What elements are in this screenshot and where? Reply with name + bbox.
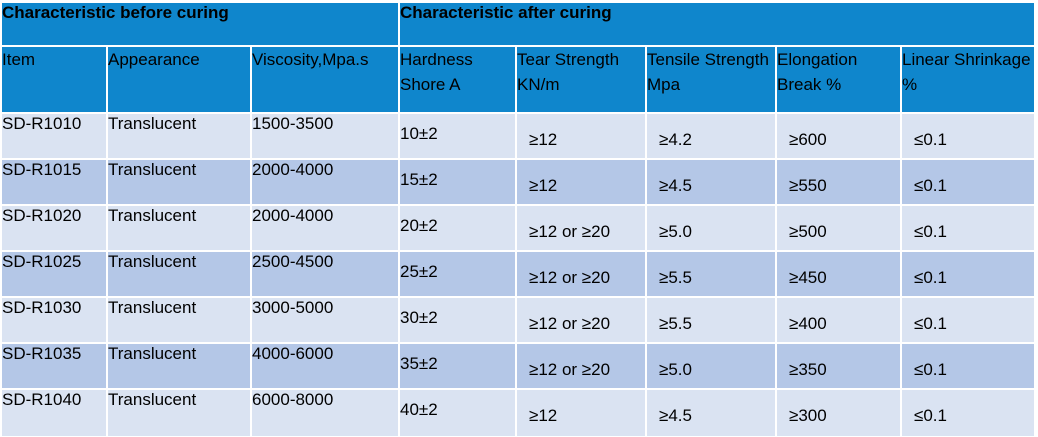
cell-linear-shrinkage: ≤0.1 (902, 344, 1034, 390)
column-header-appearance: Appearance (108, 47, 252, 114)
cell-hardness: 40±2 (400, 390, 517, 436)
cell-item: SD-R1030 (2, 298, 108, 344)
cell-tensile-strength: ≥5.5 (647, 298, 777, 344)
cell-viscosity: 2000-4000 (252, 160, 400, 206)
cell-linear-shrinkage: ≤0.1 (902, 298, 1034, 344)
cell-item: SD-R1015 (2, 160, 108, 206)
column-header-linear-shrinkage: Linear Shrinkage % (902, 47, 1034, 114)
cell-appearance: Translucent (108, 390, 252, 436)
cell-tensile-strength: ≥5.0 (647, 344, 777, 390)
column-header-viscosity: Viscosity,Mpa.s (252, 47, 400, 114)
column-header-item: Item (2, 47, 108, 114)
table-row: SD-R1040 Translucent 6000-8000 40±2 ≥12 … (2, 390, 1034, 436)
cell-tensile-strength: ≥4.5 (647, 160, 777, 206)
group-header-row: Characteristic before curing Characteris… (2, 3, 1034, 47)
cell-item: SD-R1040 (2, 390, 108, 436)
cell-tear-strength: ≥12 or ≥20 (517, 206, 647, 252)
cell-viscosity: 4000-6000 (252, 344, 400, 390)
group-header-after-curing: Characteristic after curing (400, 3, 1034, 47)
cell-elongation: ≥500 (777, 206, 902, 252)
table-row: SD-R1035 Translucent 4000-6000 35±2 ≥12 … (2, 344, 1034, 390)
spec-table: Characteristic before curing Characteris… (2, 3, 1034, 436)
cell-tear-strength: ≥12 (517, 390, 647, 436)
cell-tear-strength: ≥12 (517, 160, 647, 206)
cell-item: SD-R1010 (2, 114, 108, 160)
cell-tensile-strength: ≥5.0 (647, 206, 777, 252)
cell-hardness: 25±2 (400, 252, 517, 298)
cell-hardness: 35±2 (400, 344, 517, 390)
cell-elongation: ≥300 (777, 390, 902, 436)
column-header-tear-strength: Tear Strength KN/m (517, 47, 647, 114)
cell-viscosity: 2000-4000 (252, 206, 400, 252)
cell-linear-shrinkage: ≤0.1 (902, 206, 1034, 252)
cell-hardness: 10±2 (400, 114, 517, 160)
cell-appearance: Translucent (108, 344, 252, 390)
cell-hardness: 30±2 (400, 298, 517, 344)
cell-appearance: Translucent (108, 160, 252, 206)
cell-elongation: ≥450 (777, 252, 902, 298)
table-row: SD-R1020 Translucent 2000-4000 20±2 ≥12 … (2, 206, 1034, 252)
cell-tear-strength: ≥12 (517, 114, 647, 160)
cell-linear-shrinkage: ≤0.1 (902, 390, 1034, 436)
cell-tear-strength: ≥12 or ≥20 (517, 344, 647, 390)
column-header-tensile-strength: Tensile Strength Mpa (647, 47, 777, 114)
cell-elongation: ≥600 (777, 114, 902, 160)
cell-tensile-strength: ≥5.5 (647, 252, 777, 298)
cell-hardness: 15±2 (400, 160, 517, 206)
cell-appearance: Translucent (108, 114, 252, 160)
group-header-before-curing: Characteristic before curing (2, 3, 400, 47)
cell-tear-strength: ≥12 or ≥20 (517, 252, 647, 298)
cell-linear-shrinkage: ≤0.1 (902, 114, 1034, 160)
table-row: SD-R1010 Translucent 1500-3500 10±2 ≥12 … (2, 114, 1034, 160)
cell-appearance: Translucent (108, 298, 252, 344)
cell-elongation: ≥550 (777, 160, 902, 206)
table-row: SD-R1025 Translucent 2500-4500 25±2 ≥12 … (2, 252, 1034, 298)
table-row: SD-R1015 Translucent 2000-4000 15±2 ≥12 … (2, 160, 1034, 206)
cell-elongation: ≥400 (777, 298, 902, 344)
cell-linear-shrinkage: ≤0.1 (902, 160, 1034, 206)
cell-viscosity: 2500-4500 (252, 252, 400, 298)
cell-item: SD-R1025 (2, 252, 108, 298)
cell-appearance: Translucent (108, 252, 252, 298)
cell-linear-shrinkage: ≤0.1 (902, 252, 1034, 298)
cell-viscosity: 1500-3500 (252, 114, 400, 160)
cell-item: SD-R1035 (2, 344, 108, 390)
column-header-elongation: Elongation Break % (777, 47, 902, 114)
table-row: SD-R1030 Translucent 3000-5000 30±2 ≥12 … (2, 298, 1034, 344)
cell-tear-strength: ≥12 or ≥20 (517, 298, 647, 344)
column-header-hardness: Hardness Shore A (400, 47, 517, 114)
cell-appearance: Translucent (108, 206, 252, 252)
cell-viscosity: 6000-8000 (252, 390, 400, 436)
cell-hardness: 20±2 (400, 206, 517, 252)
cell-tensile-strength: ≥4.5 (647, 390, 777, 436)
cell-elongation: ≥350 (777, 344, 902, 390)
cell-viscosity: 3000-5000 (252, 298, 400, 344)
column-header-row: Item Appearance Viscosity,Mpa.s Hardness… (2, 47, 1034, 114)
cell-tensile-strength: ≥4.2 (647, 114, 777, 160)
cell-item: SD-R1020 (2, 206, 108, 252)
